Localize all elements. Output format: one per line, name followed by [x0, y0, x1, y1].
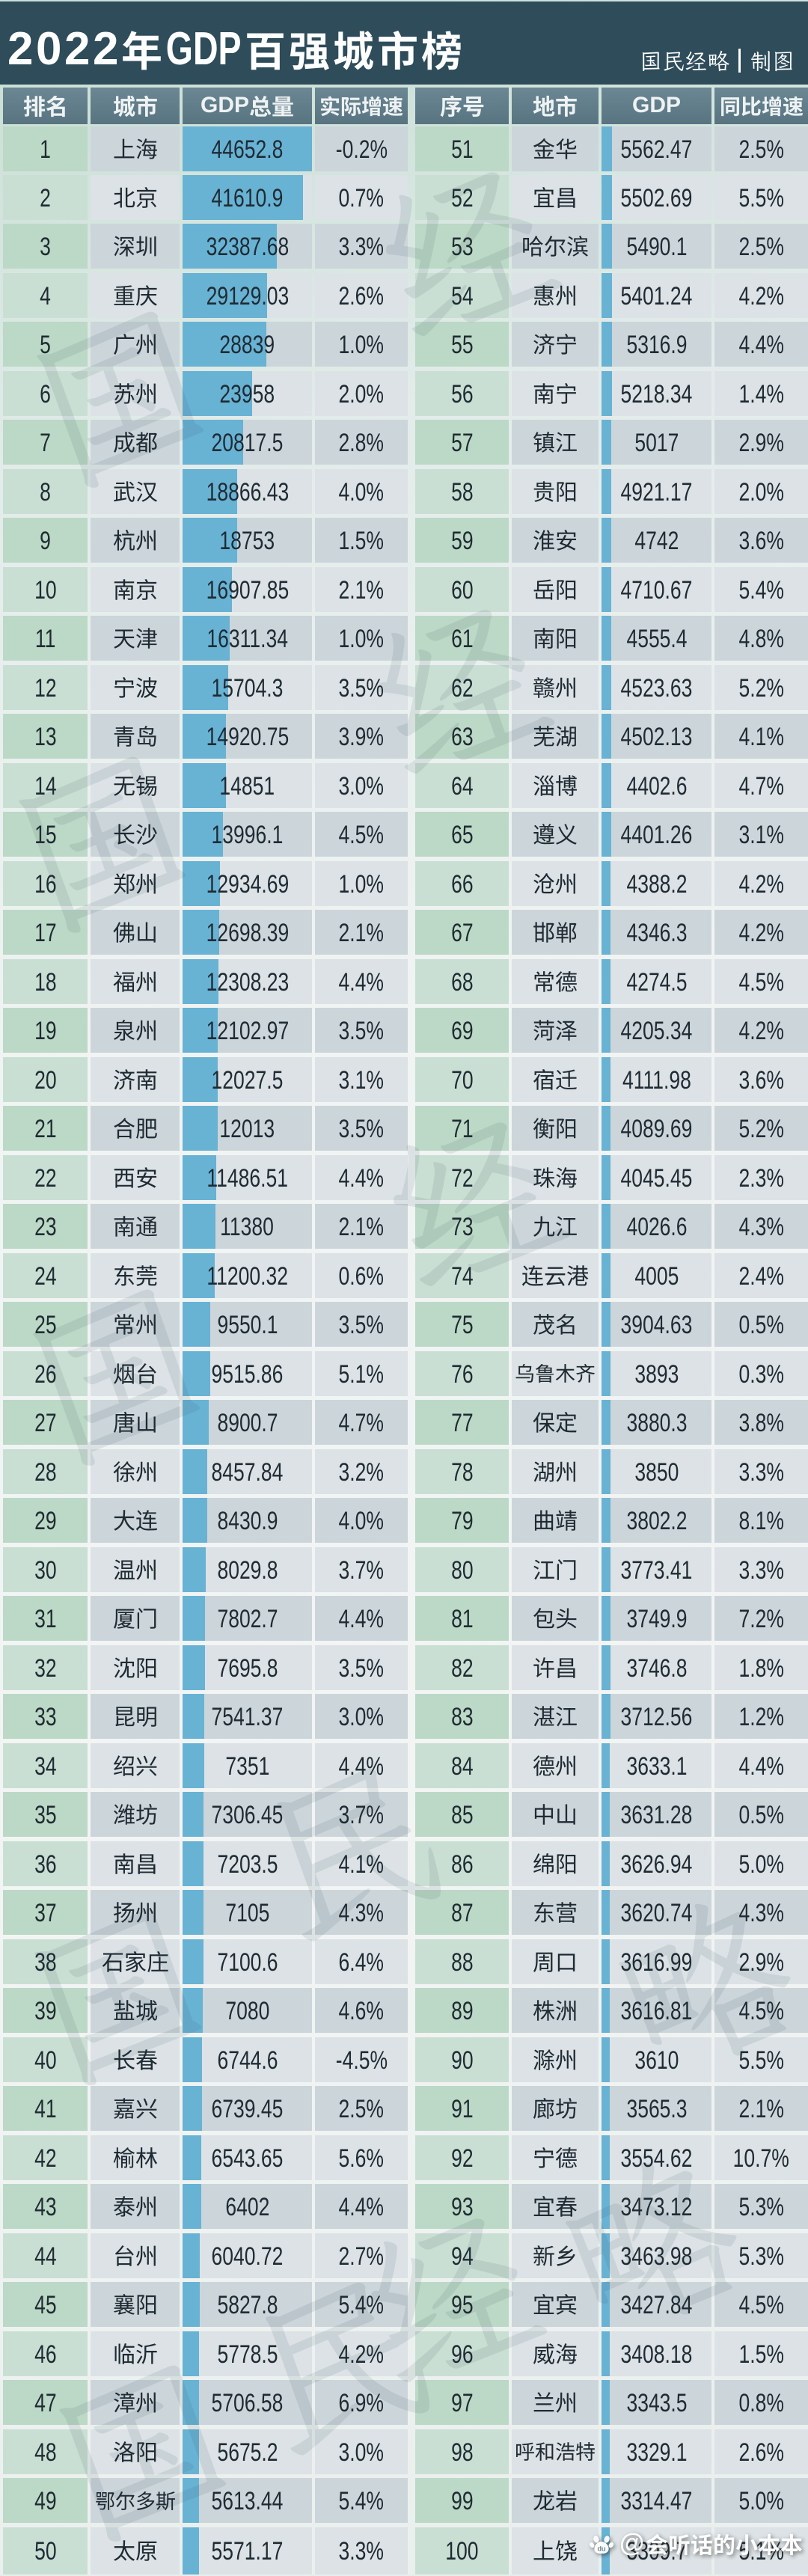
svg-text:du: du [598, 2545, 606, 2553]
